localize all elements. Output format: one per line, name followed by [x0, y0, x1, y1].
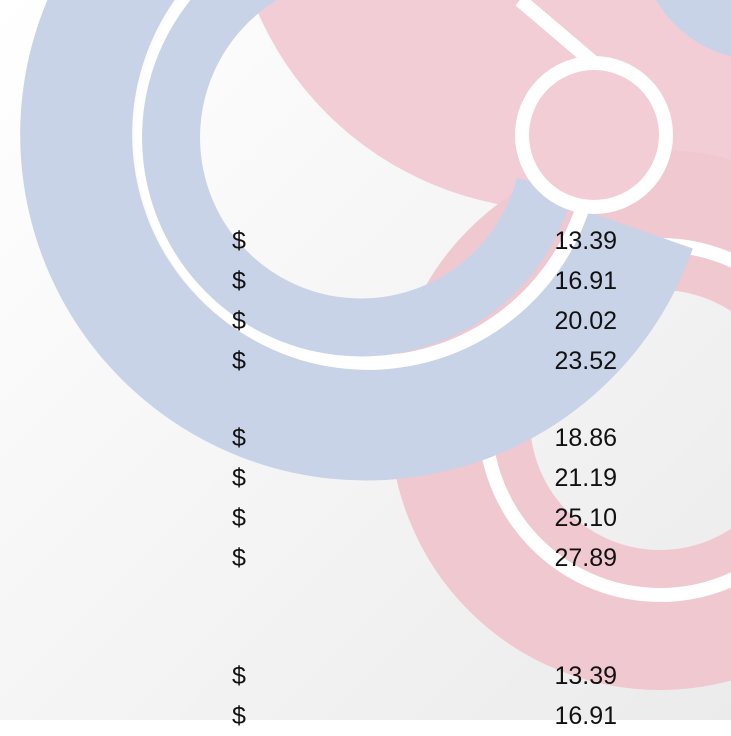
row: $13.39	[0, 656, 731, 696]
currency: $	[232, 261, 246, 301]
amount: 20.02	[554, 301, 617, 341]
amount: 13.39	[554, 656, 617, 696]
currency: $	[232, 301, 246, 341]
amount: 18.86	[554, 418, 617, 458]
row: $20.02	[0, 301, 731, 341]
row: $18.86	[0, 418, 731, 458]
currency: $	[232, 458, 246, 498]
row: $13.39	[0, 221, 731, 261]
currency: $	[232, 498, 246, 538]
amount: 16.91	[554, 261, 617, 301]
currency: $	[232, 341, 246, 381]
amount: 21.19	[554, 458, 617, 498]
currency: $	[232, 418, 246, 458]
currency: $	[232, 538, 246, 578]
currency: $	[232, 221, 246, 261]
amount: 27.89	[554, 538, 617, 578]
amount: 13.39	[554, 221, 617, 261]
page: {"groups": [ {"rows": [ {"currency": "$"…	[0, 0, 731, 720]
row: $27.89	[0, 538, 731, 578]
amount: 16.91	[554, 696, 617, 736]
currency: $	[232, 656, 246, 696]
row: $25.10	[0, 498, 731, 538]
row: $21.19	[0, 458, 731, 498]
row: $23.52	[0, 341, 731, 381]
amount: 23.52	[554, 341, 617, 381]
currency: $	[232, 696, 246, 736]
row: $16.91	[0, 261, 731, 301]
table: $13.39$16.91$20.02$23.52$18.86$21.19$25.…	[0, 0, 731, 720]
amount: 25.10	[554, 498, 617, 538]
row: $16.91	[0, 696, 731, 736]
